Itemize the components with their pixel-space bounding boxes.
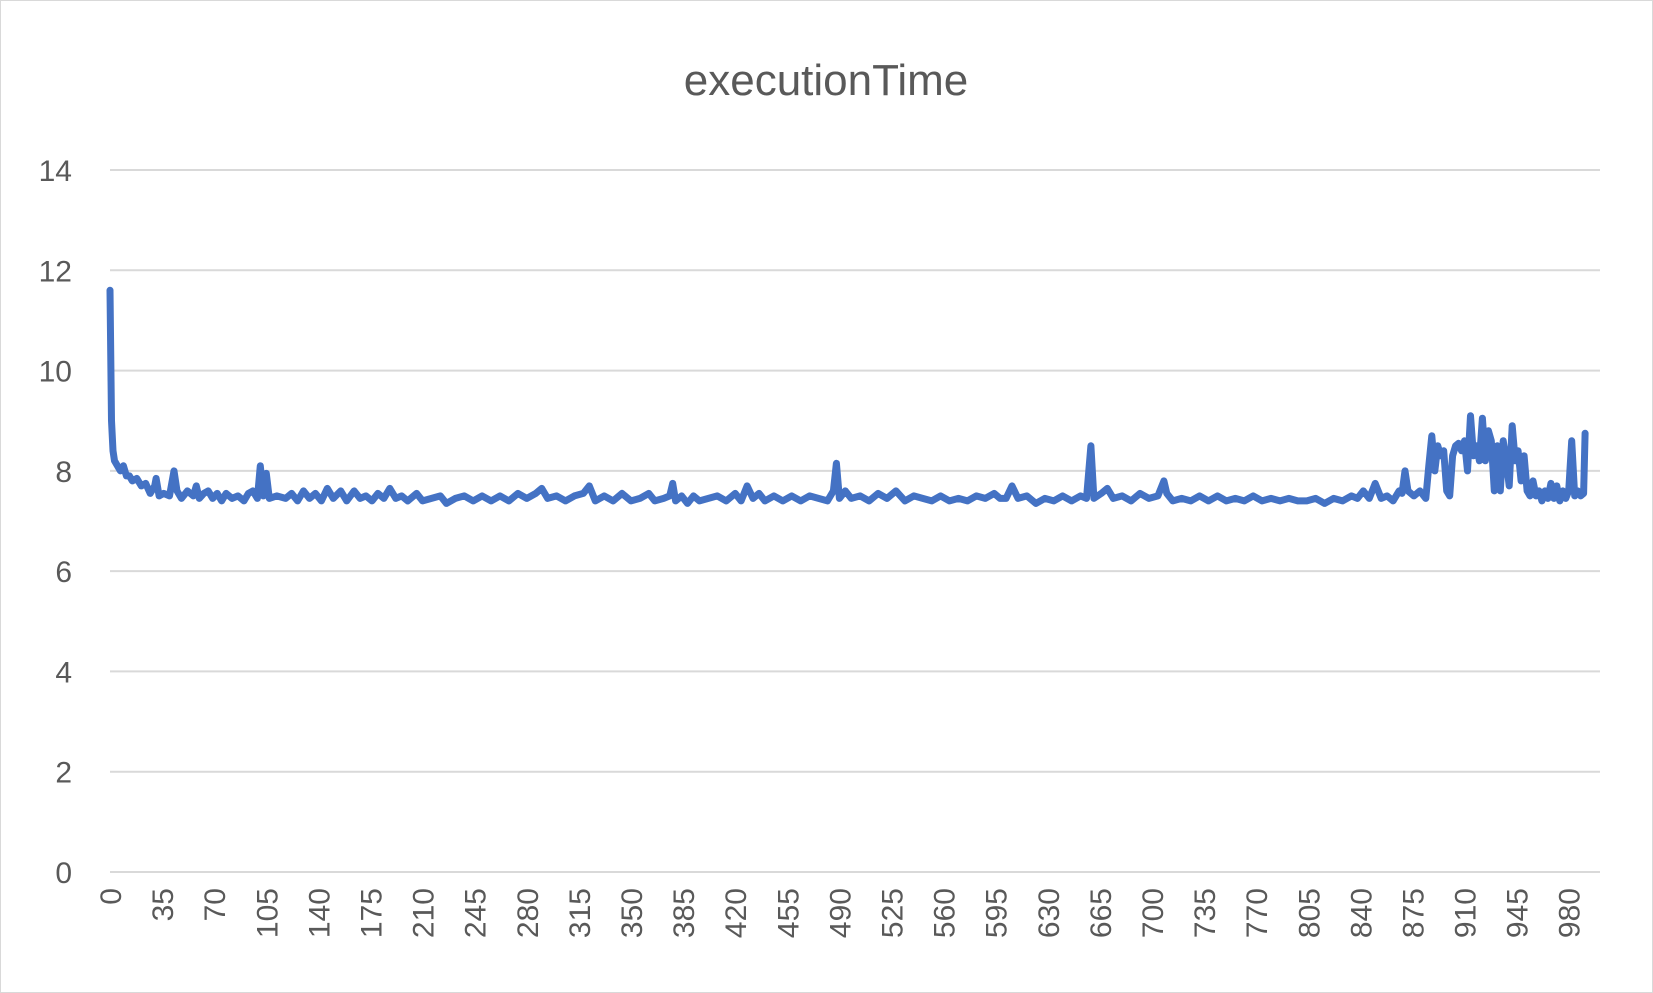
x-tick-label: 420 [720,888,753,938]
x-tick-label: 175 [355,888,388,938]
x-tick-label: 630 [1033,888,1066,938]
x-tick-label: 210 [408,888,441,938]
x-tick-label: 105 [251,888,284,938]
y-tick-label: 2 [55,757,72,790]
x-tick-label: 525 [876,888,909,938]
x-tick-label: 875 [1397,888,1430,938]
y-tick-label: 4 [55,656,72,689]
x-tick-label: 385 [668,888,701,938]
x-tick-label: 980 [1554,888,1587,938]
y-tick-label: 8 [55,456,72,489]
x-axis-ticks: 0 35 70 105 140 175 210 245 280 315 350 385 420 455 49… [95,888,1587,938]
x-tick-label: 700 [1137,888,1170,938]
x-tick-label: 840 [1345,888,1378,938]
x-tick-label: 140 [303,888,336,938]
x-tick-label: 945 [1502,888,1535,938]
y-tick-label: 6 [55,556,72,589]
x-tick-label: 350 [616,888,649,938]
x-tick-label: 0 [95,888,128,905]
y-tick-label: 0 [55,857,72,890]
gridlines [110,169,1600,873]
x-tick-label: 805 [1293,888,1326,938]
x-tick-label: 455 [772,888,805,938]
x-tick-label: 490 [824,888,857,938]
x-tick-label: 735 [1189,888,1222,938]
series-line [106,286,1589,507]
y-tick-label: 14 [39,155,72,188]
x-tick-label: 245 [460,888,493,938]
y-tick-label: 10 [39,356,72,389]
chart-title: executionTime [684,56,969,105]
y-tick-label: 12 [39,255,72,288]
x-tick-label: 315 [564,888,597,938]
x-tick-label: 665 [1085,888,1118,938]
x-tick-label: 910 [1450,888,1483,938]
x-tick-label: 595 [981,888,1014,938]
x-tick-label: 280 [512,888,545,938]
x-tick-label: 35 [147,888,180,921]
x-tick-label: 70 [199,888,232,921]
x-tick-label: 560 [929,888,962,938]
y-axis-ticks: 0 2 4 6 8 10 12 14 [39,155,72,890]
x-tick-label: 770 [1241,888,1274,938]
